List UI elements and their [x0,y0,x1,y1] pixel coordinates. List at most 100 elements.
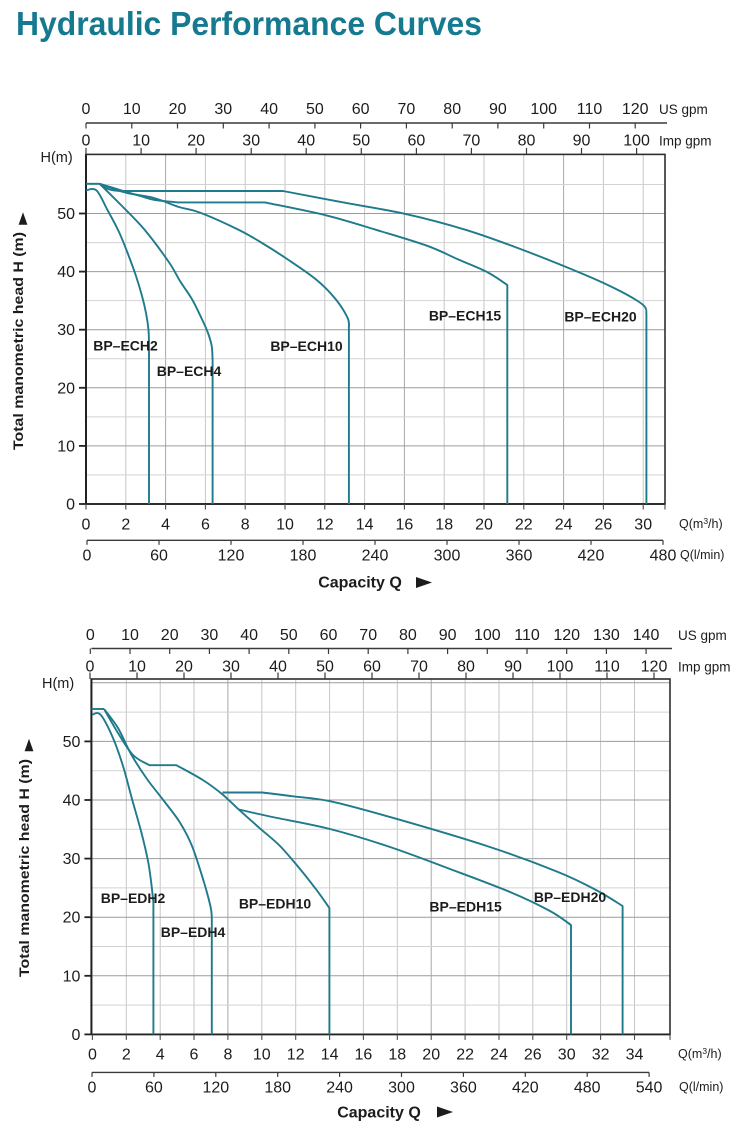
svg-text:70: 70 [398,101,416,118]
svg-text:Q(m3/h): Q(m3/h) [679,516,723,531]
svg-text:Q(m3/h): Q(m3/h) [678,1046,722,1061]
svg-text:22: 22 [456,1047,474,1064]
svg-text:30: 30 [57,322,75,339]
svg-text:Total manometric head H (m): Total manometric head H (m) [16,759,32,977]
svg-text:4: 4 [156,1047,165,1064]
svg-text:30: 30 [634,517,652,534]
svg-text:420: 420 [578,548,605,565]
svg-text:6: 6 [190,1047,199,1064]
svg-text:40: 40 [57,264,75,281]
svg-text:0: 0 [88,1080,97,1097]
svg-text:90: 90 [573,133,591,150]
svg-text:70: 70 [463,133,481,150]
svg-text:20: 20 [161,627,179,644]
svg-text:20: 20 [187,133,205,150]
svg-text:100: 100 [547,659,574,676]
svg-text:BP–EDH10: BP–EDH10 [239,896,312,912]
svg-text:2: 2 [121,517,130,534]
svg-text:BP–ECH4: BP–ECH4 [157,363,222,379]
svg-text:30: 30 [201,627,219,644]
svg-text:60: 60 [352,101,370,118]
svg-text:180: 180 [290,548,317,565]
svg-text:70: 70 [410,659,428,676]
svg-text:80: 80 [518,133,536,150]
svg-text:BP–ECH15: BP–ECH15 [429,308,502,324]
svg-text:26: 26 [595,517,613,534]
svg-text:10: 10 [57,438,75,455]
svg-text:Imp gpm: Imp gpm [678,660,731,675]
svg-text:480: 480 [574,1080,601,1097]
svg-text:BP–EDH20: BP–EDH20 [534,889,607,905]
svg-text:Imp gpm: Imp gpm [659,134,712,149]
svg-text:120: 120 [553,627,580,644]
svg-text:50: 50 [352,133,370,150]
svg-text:34: 34 [626,1047,644,1064]
svg-text:60: 60 [320,627,338,644]
svg-text:20: 20 [169,101,187,118]
svg-text:8: 8 [223,1047,232,1064]
svg-text:30: 30 [214,101,232,118]
svg-text:360: 360 [506,548,533,565]
svg-text:480: 480 [650,548,677,565]
svg-text:120: 120 [202,1080,229,1097]
svg-text:H(m): H(m) [41,150,73,166]
svg-text:80: 80 [443,101,461,118]
svg-text:12: 12 [287,1047,305,1064]
svg-text:6: 6 [201,517,210,534]
svg-text:90: 90 [439,627,457,644]
svg-text:30: 30 [242,133,260,150]
svg-text:24: 24 [555,517,573,534]
svg-text:2: 2 [122,1047,131,1064]
svg-text:20: 20 [422,1047,440,1064]
svg-text:80: 80 [457,659,475,676]
svg-text:0: 0 [88,1047,97,1064]
svg-text:18: 18 [388,1047,406,1064]
svg-text:20: 20 [475,517,493,534]
svg-text:30: 30 [63,851,81,868]
svg-text:US gpm: US gpm [659,102,708,117]
svg-text:24: 24 [490,1047,508,1064]
svg-text:30: 30 [558,1047,576,1064]
svg-text:0: 0 [71,1027,80,1044]
svg-text:110: 110 [577,101,603,118]
svg-text:10: 10 [63,968,81,985]
svg-text:120: 120 [218,548,245,565]
svg-text:100: 100 [474,627,501,644]
svg-text:BP–EDH4: BP–EDH4 [161,924,226,940]
svg-text:420: 420 [512,1080,539,1097]
svg-text:100: 100 [623,133,650,150]
svg-text:0: 0 [86,659,95,676]
svg-text:0: 0 [83,548,92,565]
svg-text:BP–ECH10: BP–ECH10 [270,338,343,354]
svg-text:20: 20 [175,659,193,676]
svg-text:60: 60 [145,1080,163,1097]
svg-text:10: 10 [132,133,150,150]
svg-text:540: 540 [636,1080,663,1097]
svg-text:22: 22 [515,517,533,534]
svg-text:0: 0 [82,517,91,534]
svg-text:240: 240 [326,1080,353,1097]
svg-text:14: 14 [321,1047,339,1064]
svg-text:40: 40 [297,133,315,150]
svg-text:12: 12 [316,517,334,534]
svg-text:40: 40 [63,793,81,810]
svg-text:110: 110 [514,627,540,644]
svg-text:40: 40 [260,101,278,118]
svg-text:0: 0 [82,101,91,118]
svg-text:10: 10 [121,627,139,644]
svg-text:10: 10 [253,1047,271,1064]
svg-text:Q(l/min): Q(l/min) [679,1080,723,1094]
svg-text:26: 26 [524,1047,542,1064]
svg-text:0: 0 [82,133,91,150]
svg-text:130: 130 [593,627,620,644]
svg-text:140: 140 [633,627,660,644]
svg-text:0: 0 [86,627,95,644]
svg-text:100: 100 [530,101,557,118]
svg-text:300: 300 [388,1080,415,1097]
svg-text:H(m): H(m) [42,676,74,692]
svg-text:Total manometric head H (m): Total manometric head H (m) [10,232,26,450]
svg-text:60: 60 [150,548,168,565]
svg-text:US gpm: US gpm [678,628,727,643]
svg-text:50: 50 [280,627,298,644]
svg-text:10: 10 [128,659,146,676]
